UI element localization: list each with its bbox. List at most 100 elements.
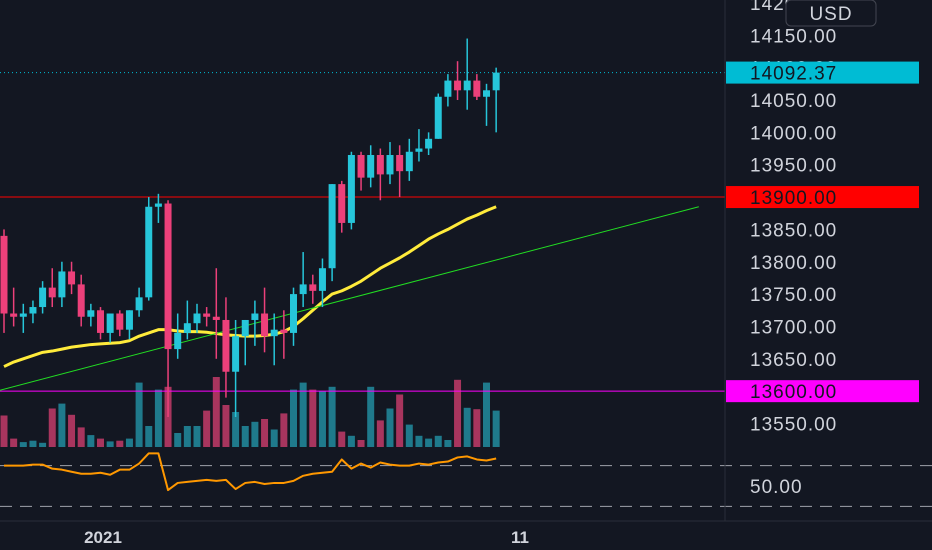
volume-bar	[386, 408, 394, 447]
volume-bar	[174, 433, 182, 447]
volume-bar	[68, 414, 76, 447]
oscillator-tick-label: 50.00	[750, 477, 803, 498]
candle-body	[29, 307, 37, 314]
volume-bar	[492, 410, 500, 447]
volume-bar	[483, 382, 490, 447]
price-tick-label: 13750.00	[750, 285, 837, 306]
time-axis[interactable]: 2021 11	[84, 528, 529, 547]
candle-body	[290, 294, 297, 333]
candle-body	[48, 287, 56, 298]
volume-bar	[270, 429, 278, 447]
volume-bar	[203, 410, 211, 447]
volume-bar	[357, 440, 365, 447]
candle-body	[135, 297, 143, 311]
candle-body	[483, 90, 490, 97]
volume-bars	[0, 377, 500, 447]
price-tick-label: 13950.00	[750, 156, 837, 177]
level-badge-label: 13600.00	[750, 382, 837, 403]
candle-body	[318, 268, 326, 291]
candle-body	[434, 96, 442, 139]
currency-label: USD	[809, 4, 852, 25]
volume-bar	[29, 440, 37, 447]
volume-bar	[125, 438, 133, 447]
volume-bar	[106, 441, 114, 447]
candle-body	[203, 313, 211, 317]
trend-segment	[0, 206, 699, 391]
volume-bar	[39, 442, 47, 447]
candle-body	[19, 313, 27, 317]
candle-body	[58, 271, 66, 298]
candle-body	[454, 80, 462, 91]
candle-body	[473, 80, 481, 97]
volume-bar	[367, 386, 375, 447]
time-tick-label: 11	[511, 528, 529, 547]
candle-body	[39, 287, 47, 308]
candle-body	[444, 80, 452, 97]
price-tick-label: 14150.00	[750, 26, 837, 47]
volume-bar	[309, 389, 317, 447]
candle-body	[87, 310, 95, 317]
level-badge-label: 13900.00	[750, 188, 837, 209]
candle-body	[415, 148, 423, 152]
volume-bar	[463, 407, 471, 447]
volume-bar	[299, 382, 307, 447]
currency-button[interactable]: USD	[785, 0, 877, 27]
price-tick-label: 13800.00	[750, 253, 837, 274]
price-badges: 14092.37 13900.00 13600.00	[726, 61, 919, 403]
candle-body	[164, 203, 172, 350]
candle-body	[270, 329, 278, 337]
candle-body	[309, 284, 317, 291]
candle-body	[222, 319, 230, 372]
candle-body	[77, 284, 85, 317]
price-levels	[0, 72, 725, 392]
candle-body	[405, 151, 413, 172]
volume-bar	[154, 389, 162, 447]
volume-bar	[473, 409, 481, 447]
candle-body	[357, 154, 365, 178]
price-tick-label: 13700.00	[750, 317, 837, 338]
candles[interactable]	[0, 38, 500, 418]
volume-bar	[328, 386, 336, 447]
volume-bar	[434, 435, 442, 447]
candle-body	[396, 154, 404, 172]
time-tick-label: 2021	[84, 528, 122, 547]
volume-bar	[0, 415, 8, 447]
candle-body	[174, 332, 182, 350]
volume-bar	[145, 426, 153, 447]
volume-bar	[347, 435, 355, 447]
volume-bar	[19, 442, 27, 447]
volume-bar	[77, 427, 85, 447]
volume-bar	[280, 413, 288, 447]
candle-body	[212, 316, 220, 320]
candle-body	[251, 313, 259, 320]
candle-body	[116, 313, 124, 330]
volume-bar	[318, 391, 326, 447]
candle-body	[299, 284, 307, 295]
volume-bar	[135, 382, 143, 447]
volume-bar	[290, 389, 297, 447]
candle-body	[376, 154, 384, 175]
candle-body	[154, 203, 162, 207]
candle-body	[145, 206, 153, 298]
volume-bar	[116, 440, 124, 447]
price-tick-label: 13850.00	[750, 220, 837, 241]
volume-bar	[338, 431, 346, 447]
candle-body	[183, 323, 191, 333]
volume-bar	[97, 438, 104, 447]
volume-bar	[405, 424, 413, 447]
volume-bar	[232, 412, 240, 447]
candle-body	[386, 154, 394, 175]
price-tick-label: 14000.00	[750, 123, 837, 144]
current-price-badge-label: 14092.37	[750, 64, 837, 85]
oscillator-line	[4, 452, 497, 492]
candle-body	[125, 310, 133, 330]
candle-body	[425, 138, 433, 149]
level-badge-bg	[726, 380, 919, 403]
candle-body	[241, 319, 249, 337]
volume-bar	[58, 403, 66, 447]
volume-bar	[454, 379, 462, 447]
candle-body	[193, 313, 201, 324]
candle-body	[328, 184, 336, 269]
price-tick-label: 13650.00	[750, 350, 837, 371]
